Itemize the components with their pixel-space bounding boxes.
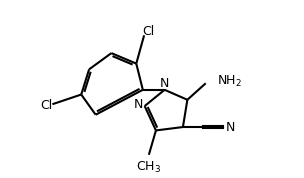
Text: Cl: Cl bbox=[143, 25, 155, 38]
Text: NH$_2$: NH$_2$ bbox=[217, 74, 242, 90]
Text: Cl: Cl bbox=[40, 99, 53, 112]
Text: N: N bbox=[226, 121, 235, 134]
Text: N: N bbox=[159, 77, 169, 90]
Text: N: N bbox=[134, 98, 143, 111]
Text: CH$_3$: CH$_3$ bbox=[136, 160, 161, 175]
